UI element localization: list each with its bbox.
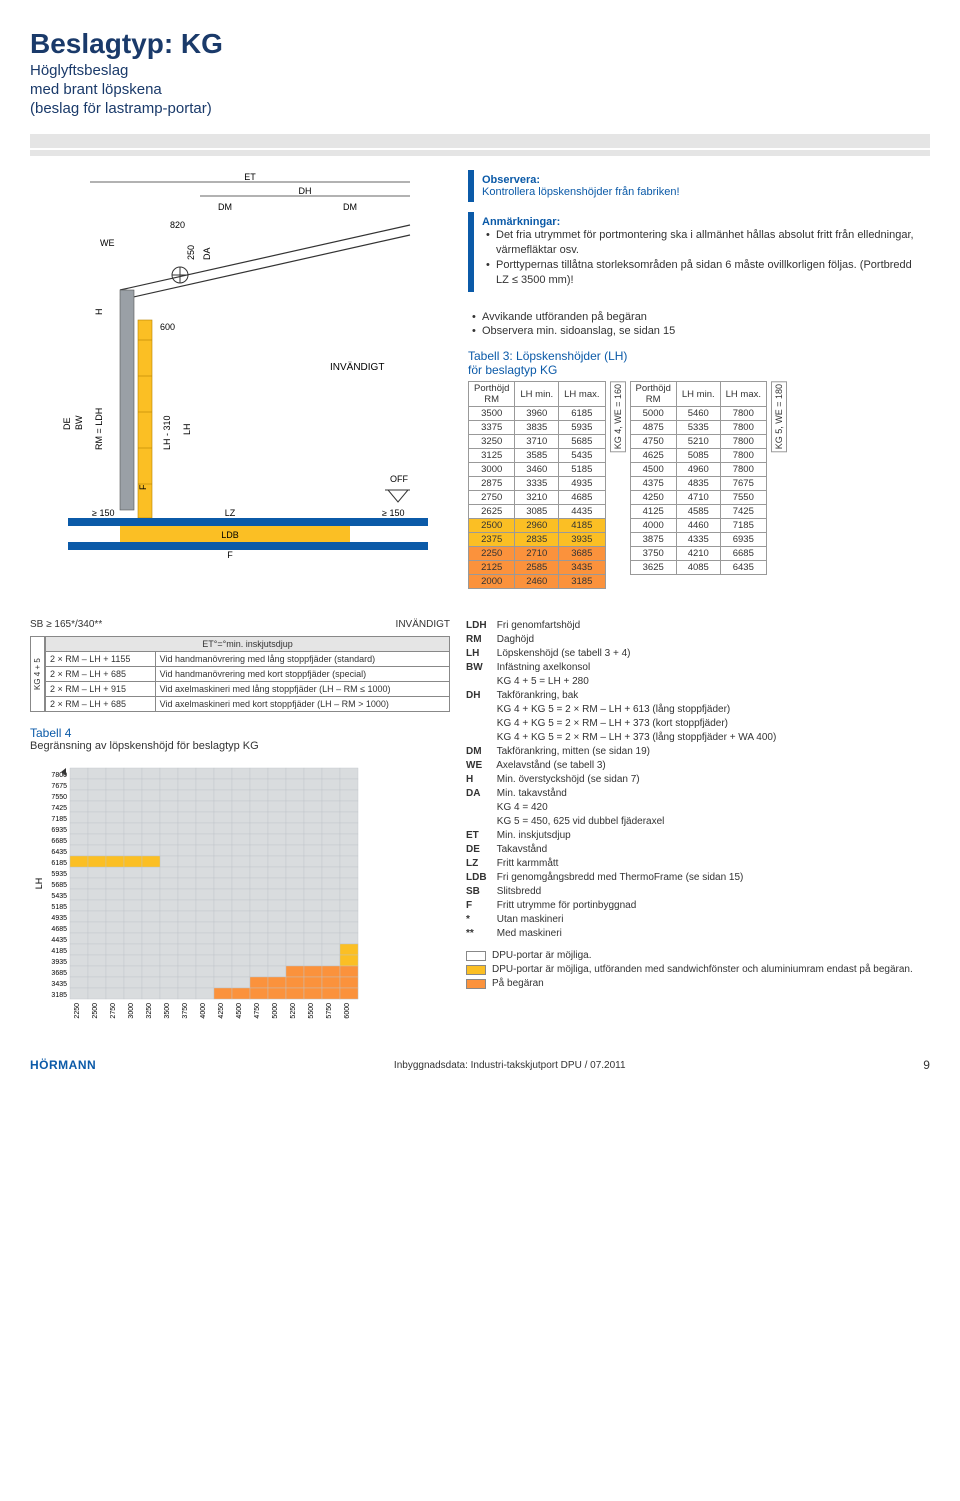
svg-text:7675: 7675 xyxy=(51,783,67,790)
page-title: Beslagtyp: KG xyxy=(30,28,930,60)
svg-text:3185: 3185 xyxy=(51,992,67,999)
sb-label: SB ≥ 165*/340** xyxy=(30,619,102,630)
svg-text:3500: 3500 xyxy=(164,1003,171,1019)
svg-text:2500: 2500 xyxy=(92,1003,99,1019)
svg-text:4500: 4500 xyxy=(236,1003,243,1019)
svg-text:4185: 4185 xyxy=(51,948,67,955)
table3: PorthöjdRMLH min.LH max.3500396061853375… xyxy=(468,381,930,589)
svg-text:DH: DH xyxy=(299,186,312,196)
svg-text:3435: 3435 xyxy=(51,981,67,988)
technical-diagram: ET DH DM DM 820 WE 250 DA 600 H DEBW RM = LDH LH - 3… xyxy=(30,170,450,560)
svg-text:OFF: OFF xyxy=(390,474,408,484)
svg-text:DM: DM xyxy=(343,202,357,212)
svg-text:LH: LH xyxy=(34,878,44,890)
logo: HÖRMANN xyxy=(30,1058,96,1072)
svg-text:3935: 3935 xyxy=(51,959,67,966)
svg-text:INVÄNDIGT: INVÄNDIGT xyxy=(330,361,384,373)
svg-text:5500: 5500 xyxy=(308,1003,315,1019)
svg-text:2750: 2750 xyxy=(110,1003,117,1019)
svg-text:DA: DA xyxy=(202,248,212,261)
svg-text:600: 600 xyxy=(160,322,175,332)
svg-text:6435: 6435 xyxy=(51,849,67,856)
svg-text:6685: 6685 xyxy=(51,838,67,845)
svg-text:5685: 5685 xyxy=(51,882,67,889)
svg-text:≥ 150: ≥ 150 xyxy=(382,508,404,518)
svg-text:3250: 3250 xyxy=(146,1003,153,1019)
svg-text:5250: 5250 xyxy=(290,1003,297,1019)
svg-text:4435: 4435 xyxy=(51,937,67,944)
svg-text:4750: 4750 xyxy=(254,1003,261,1019)
svg-text:6935: 6935 xyxy=(51,827,67,834)
et-table: ET°=°min. inskjutsdjup2 × RM – LH + 1155… xyxy=(45,636,450,712)
svg-text:WE: WE xyxy=(100,238,115,248)
svg-text:F: F xyxy=(138,484,148,490)
svg-text:LH: LH xyxy=(182,424,192,436)
svg-text:DE: DE xyxy=(62,418,72,431)
svg-text:3750: 3750 xyxy=(182,1003,189,1019)
svg-text:2250: 2250 xyxy=(74,1003,81,1019)
svg-text:6185: 6185 xyxy=(51,860,67,867)
svg-text:250: 250 xyxy=(186,245,196,260)
table3-title: Tabell 3: Löpskenshöjder (LH) för beslag… xyxy=(468,349,930,377)
svg-text:LH - 310: LH - 310 xyxy=(162,416,172,451)
table4-chart: 7800767575507425718569356685643561855935… xyxy=(30,758,390,1028)
legend-block: LDH Fri genomfartshöjdRM DaghöjdLH Löpsk… xyxy=(466,619,930,1028)
table4-title: Tabell 4 xyxy=(30,726,450,740)
svg-text:5435: 5435 xyxy=(51,893,67,900)
svg-text:5185: 5185 xyxy=(51,904,67,911)
svg-text:3000: 3000 xyxy=(128,1003,135,1019)
svg-text:F: F xyxy=(227,550,233,560)
svg-text:BW: BW xyxy=(74,415,84,430)
svg-text:820: 820 xyxy=(170,220,185,230)
svg-text:3685: 3685 xyxy=(51,970,67,977)
page-footer: HÖRMANN Inbyggnadsdata: Industri-takskju… xyxy=(30,1052,930,1072)
svg-text:7425: 7425 xyxy=(51,805,67,812)
svg-text:≥ 150: ≥ 150 xyxy=(92,508,114,518)
anmarkningar-block: Anmärkningar: Det fria utrymmet för port… xyxy=(468,212,930,291)
divider xyxy=(30,150,930,156)
svg-text:7185: 7185 xyxy=(51,816,67,823)
svg-text:6000: 6000 xyxy=(344,1003,351,1019)
svg-text:5750: 5750 xyxy=(326,1003,333,1019)
svg-text:LDB: LDB xyxy=(221,530,239,540)
svg-text:4000: 4000 xyxy=(200,1003,207,1019)
svg-text:DM: DM xyxy=(218,202,232,212)
svg-text:5935: 5935 xyxy=(51,871,67,878)
svg-text:RM = LDH: RM = LDH xyxy=(94,408,104,450)
divider xyxy=(30,134,930,148)
svg-text:H: H xyxy=(94,309,104,316)
svg-text:ET: ET xyxy=(244,172,256,182)
svg-text:7550: 7550 xyxy=(51,794,67,801)
page-subtitle: Höglyftsbeslag med brant löpskena (besla… xyxy=(30,62,930,118)
svg-text:4250: 4250 xyxy=(218,1003,225,1019)
observera-block: Observera: Kontrollera löpskenshöjder fr… xyxy=(468,170,930,202)
svg-text:4935: 4935 xyxy=(51,915,67,922)
svg-text:5000: 5000 xyxy=(272,1003,279,1019)
svg-text:4685: 4685 xyxy=(51,926,67,933)
svg-text:LZ: LZ xyxy=(225,508,236,518)
